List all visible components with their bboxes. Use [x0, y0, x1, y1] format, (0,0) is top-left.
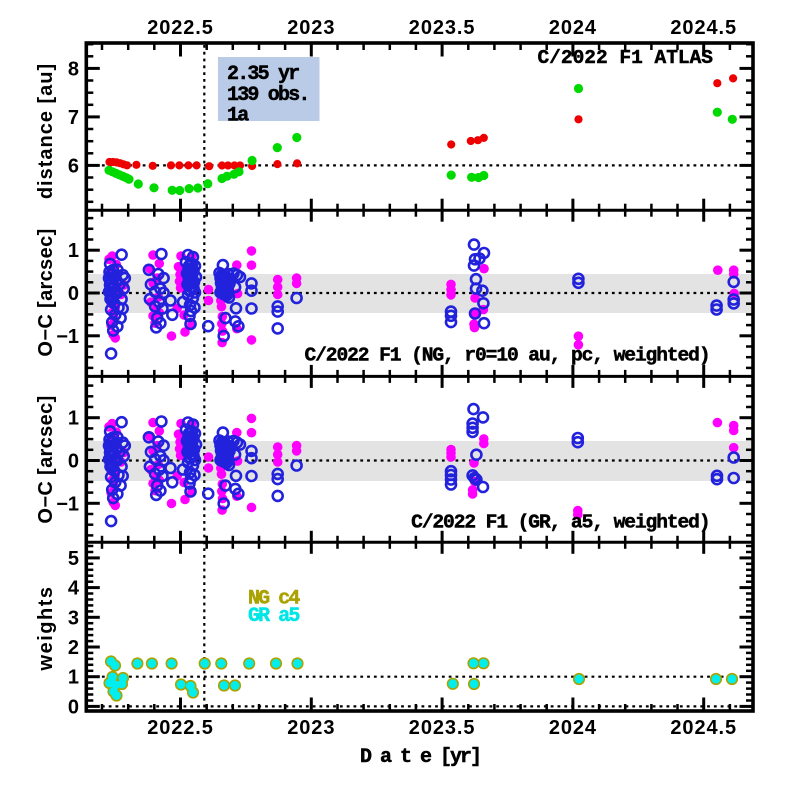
svg-text:C/2022 F1 (GR, a5, weighted): C/2022 F1 (GR, a5, weighted) [411, 512, 709, 534]
svg-text:2023.5: 2023.5 [409, 17, 476, 39]
svg-text:2024: 2024 [549, 717, 597, 739]
svg-text:1: 1 [68, 667, 79, 689]
svg-text:5: 5 [68, 548, 79, 570]
svg-text:weights: weights [35, 586, 57, 672]
svg-text:4: 4 [68, 578, 80, 600]
svg-text:C/2022 F1 ATLAS: C/2022 F1 ATLAS [537, 47, 713, 69]
svg-text:6: 6 [68, 155, 79, 177]
svg-text:3: 3 [68, 607, 79, 629]
svg-text:NG c4: NG c4 [248, 588, 300, 611]
svg-text:−1: −1 [56, 493, 79, 515]
svg-text:0: 0 [68, 451, 79, 473]
svg-text:1: 1 [68, 240, 79, 262]
svg-text:O−C [arcsec]: O−C [arcsec] [35, 395, 57, 523]
svg-text:2023: 2023 [287, 717, 335, 739]
svg-text:O−C [arcsec]: O−C [arcsec] [35, 228, 57, 356]
svg-text:2024.5: 2024.5 [670, 17, 737, 39]
svg-text:2022.5: 2022.5 [147, 17, 214, 39]
svg-text:1: 1 [68, 408, 79, 430]
svg-text:distance [au]: distance [au] [35, 63, 57, 199]
svg-text:139 obs.: 139 obs. [227, 84, 309, 107]
svg-text:2024: 2024 [549, 17, 597, 39]
svg-text:7: 7 [68, 107, 79, 129]
svg-text:2: 2 [68, 637, 79, 659]
svg-text:1a: 1a [227, 105, 249, 128]
svg-text:2023.5: 2023.5 [409, 717, 476, 739]
svg-text:GR a5: GR a5 [248, 605, 299, 628]
svg-text:2023: 2023 [287, 17, 335, 39]
svg-text:0: 0 [68, 696, 79, 718]
svg-text:0: 0 [68, 283, 79, 305]
svg-text:2022.5: 2022.5 [147, 717, 214, 739]
svg-text:2024.5: 2024.5 [670, 717, 737, 739]
svg-text:8: 8 [68, 58, 79, 80]
svg-text:D a t e [yr]: D a t e [yr] [360, 746, 480, 769]
svg-text:2.35 yr: 2.35 yr [227, 63, 299, 86]
svg-text:−1: −1 [56, 326, 79, 348]
svg-text:C/2022 F1 (NG, r0=10 au, pc, w: C/2022 F1 (NG, r0=10 au, pc, weighted) [304, 345, 709, 367]
